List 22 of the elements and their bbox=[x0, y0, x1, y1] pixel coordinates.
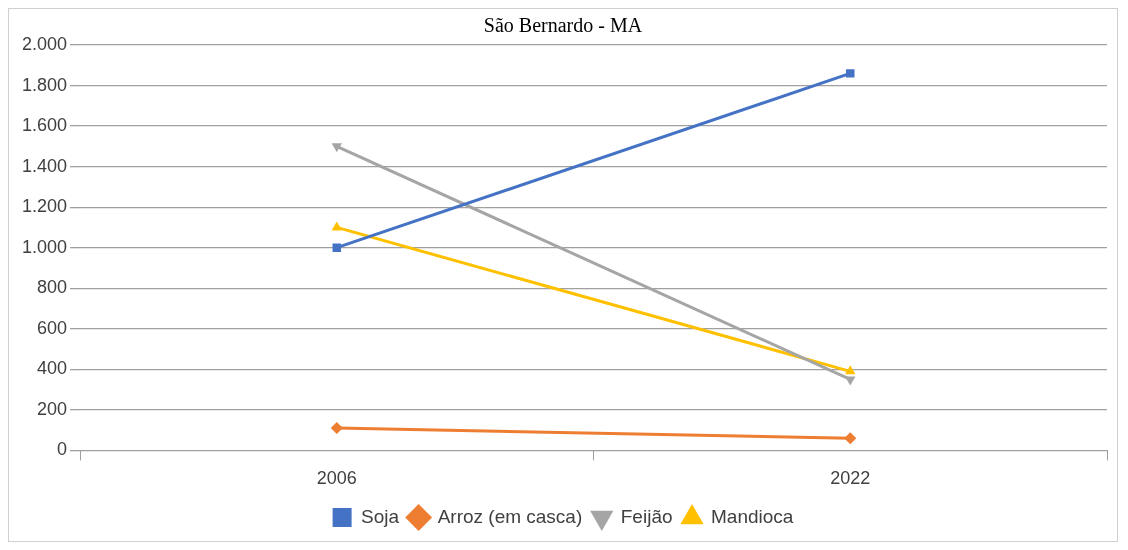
point bbox=[332, 243, 342, 252]
x-tick-label: 2006 bbox=[316, 468, 357, 489]
point bbox=[846, 69, 855, 78]
legend-label: Soja bbox=[361, 505, 400, 527]
chart-title: São Bernardo - MA bbox=[483, 14, 643, 37]
legend-label: Mandioca bbox=[711, 505, 794, 527]
y-tick-label: 800 bbox=[37, 277, 68, 298]
y-tick-label: 0 bbox=[57, 439, 68, 460]
y-tick-label: 400 bbox=[37, 358, 68, 379]
point bbox=[330, 422, 343, 435]
y-tick-label: 1.600 bbox=[22, 115, 68, 136]
y-tick-label: 600 bbox=[37, 317, 68, 338]
legend-label: Arroz (em casca) bbox=[437, 505, 583, 527]
y-tick-label: 200 bbox=[37, 398, 68, 419]
y-tick-label: 1.800 bbox=[22, 74, 68, 95]
point bbox=[844, 432, 857, 445]
y-tick-label: 2.000 bbox=[22, 33, 68, 54]
legend-label: Feijão bbox=[620, 505, 673, 527]
y-tick-label: 1.000 bbox=[22, 236, 68, 257]
y-tick-label: 1.200 bbox=[22, 196, 68, 217]
y-tick-label: 1.400 bbox=[22, 155, 68, 176]
x-tick-label: 2022 bbox=[830, 468, 871, 489]
